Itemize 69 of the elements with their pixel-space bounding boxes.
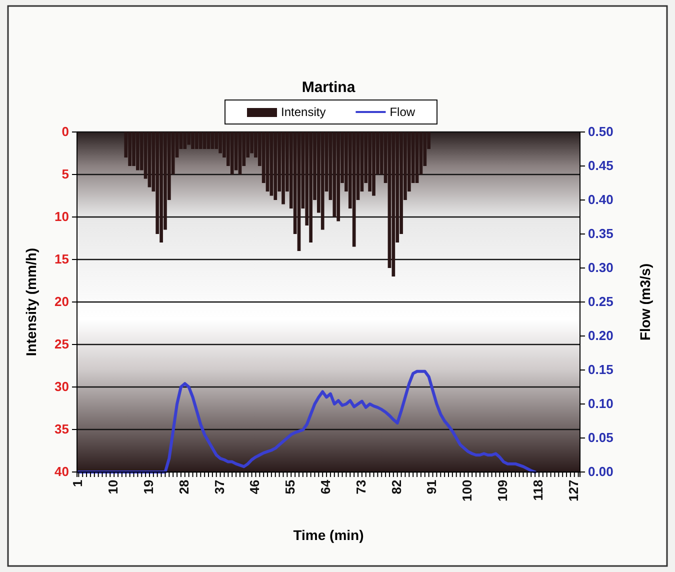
y2-tick-label: 0.15 — [588, 362, 614, 378]
bar — [309, 132, 312, 242]
x-tick-label: 127 — [566, 480, 581, 502]
y2-tick-label: 0.50 — [588, 124, 614, 140]
x-tick-label: 10 — [106, 480, 121, 494]
y-tick-label: 0 — [62, 124, 69, 140]
line-series — [77, 370, 537, 474]
x-tick-label: 73 — [353, 480, 368, 494]
y-tick-label: 40 — [54, 464, 69, 480]
bar — [352, 132, 356, 247]
bar — [218, 132, 222, 154]
x-tick-label: 64 — [318, 479, 333, 494]
x-tick-label: 1 — [70, 480, 86, 488]
y2-tick-label: 0.30 — [588, 260, 614, 276]
bar — [250, 132, 254, 154]
y2-tick-label: 0.40 — [588, 192, 614, 208]
x-tick-label: 19 — [140, 480, 156, 494]
legend-label: Intensity — [281, 105, 326, 119]
y-tick-label: 10 — [54, 209, 69, 224]
y-tick-label: 20 — [54, 294, 69, 310]
legend-label: Flow — [390, 105, 416, 119]
x-tick-label: 55 — [282, 480, 298, 494]
chart-title: Martina — [302, 79, 356, 96]
x-tick-label: 91 — [424, 480, 440, 494]
y2-tick-label: 0.25 — [588, 294, 614, 310]
y-axis-title: Intensity (mm/h) — [23, 248, 39, 356]
bar — [282, 132, 285, 204]
y-tick-label: 30 — [54, 379, 69, 394]
bar — [136, 132, 140, 170]
bar — [128, 132, 132, 166]
bar — [372, 132, 376, 196]
bar — [198, 132, 202, 149]
y2-tick-label: 0.00 — [588, 464, 614, 480]
bar — [202, 132, 206, 149]
x-tick-label: 82 — [388, 480, 404, 494]
bar — [234, 132, 238, 170]
bar — [210, 132, 214, 149]
y2-tick-label: 0.05 — [588, 430, 614, 446]
bar — [191, 132, 194, 149]
y-tick-label: 5 — [62, 166, 69, 182]
bar — [274, 132, 278, 200]
bar — [238, 132, 242, 174]
bar — [415, 132, 419, 183]
x-tick-label: 28 — [176, 480, 192, 494]
y2-tick-label: 0.10 — [588, 396, 614, 412]
bar — [297, 132, 301, 251]
bar — [160, 132, 163, 242]
y2-tick-label: 0.20 — [588, 328, 614, 344]
x-tick-label: 109 — [495, 480, 510, 502]
y2-tick-label: 0.35 — [588, 226, 614, 242]
bar — [336, 132, 340, 222]
bar — [392, 132, 396, 276]
bar — [148, 132, 152, 188]
x-tick-label: 100 — [460, 480, 475, 502]
bar — [195, 132, 198, 149]
x-tick-label: 46 — [247, 480, 262, 494]
y-tick-label: 15 — [54, 252, 69, 267]
y-tick-label: 25 — [54, 336, 69, 352]
y2-axis-title: Flow (m3/s) — [637, 263, 653, 341]
y2-tick-label: 0.45 — [588, 158, 614, 174]
y-tick-label: 35 — [54, 422, 69, 437]
x-axis-title: Time (min) — [293, 527, 364, 543]
bar — [270, 132, 274, 196]
x-tick-label: 118 — [530, 480, 546, 501]
bar — [183, 132, 187, 149]
bar — [187, 132, 191, 145]
bar — [320, 132, 324, 230]
bar — [230, 132, 234, 174]
x-tick-label: 37 — [212, 480, 227, 494]
